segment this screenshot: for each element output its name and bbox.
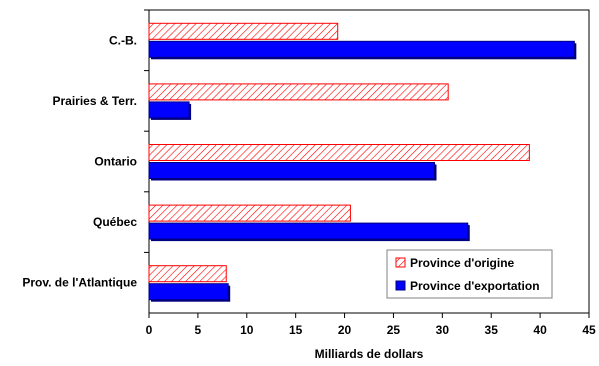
x-tick-label-8: 40: [533, 323, 547, 337]
bar-origin-3: [148, 204, 351, 222]
bar-export-3: [148, 222, 469, 240]
bar-origin-4: [148, 265, 227, 283]
bar-export-0: [148, 40, 575, 58]
category-label-4: Prov. de l'Atlantique: [22, 276, 137, 290]
bar-origin-2: [148, 144, 530, 161]
category-label-3: Québec: [93, 215, 137, 229]
legend-label-export: Province d'exportation: [410, 279, 540, 293]
x-tick-label-1: 5: [195, 323, 202, 337]
category-label-0: C.-B.: [109, 33, 137, 47]
x-tick-label-4: 20: [338, 323, 352, 337]
category-label-2: Ontario: [94, 155, 137, 169]
legend: Province d'origine Province d'exportatio…: [386, 249, 553, 299]
bar-origin-1: [148, 83, 449, 101]
bar-export-1: [148, 101, 190, 119]
legend-label-origin: Province d'origine: [410, 256, 515, 270]
x-tick-label-2: 10: [240, 323, 254, 337]
x-tick-label-0: 0: [146, 323, 153, 337]
legend-swatch-origin: [395, 257, 406, 268]
category-label-1: Prairies & Terr.: [53, 94, 138, 108]
bar-export-4: [148, 283, 229, 301]
bars-group: [148, 22, 577, 302]
bar-origin-0: [148, 22, 339, 40]
bar-export-2: [148, 162, 436, 179]
legend-swatch-export: [395, 280, 406, 291]
x-axis-label: Milliards de dollars: [315, 347, 424, 361]
x-axis: 0 5 10 15 20 25 30 35 40 45: [146, 313, 596, 337]
y-axis: C.-B. Prairies & Terr. Ontario Québec Prov. …: [22, 9, 149, 290]
x-tick-label-6: 30: [436, 323, 450, 337]
x-tick-label-7: 35: [485, 323, 499, 337]
x-tick-label-9: 45: [582, 323, 596, 337]
legend-box: [386, 249, 553, 299]
x-tick-label-5: 25: [387, 323, 401, 337]
x-tick-label-3: 15: [289, 323, 303, 337]
